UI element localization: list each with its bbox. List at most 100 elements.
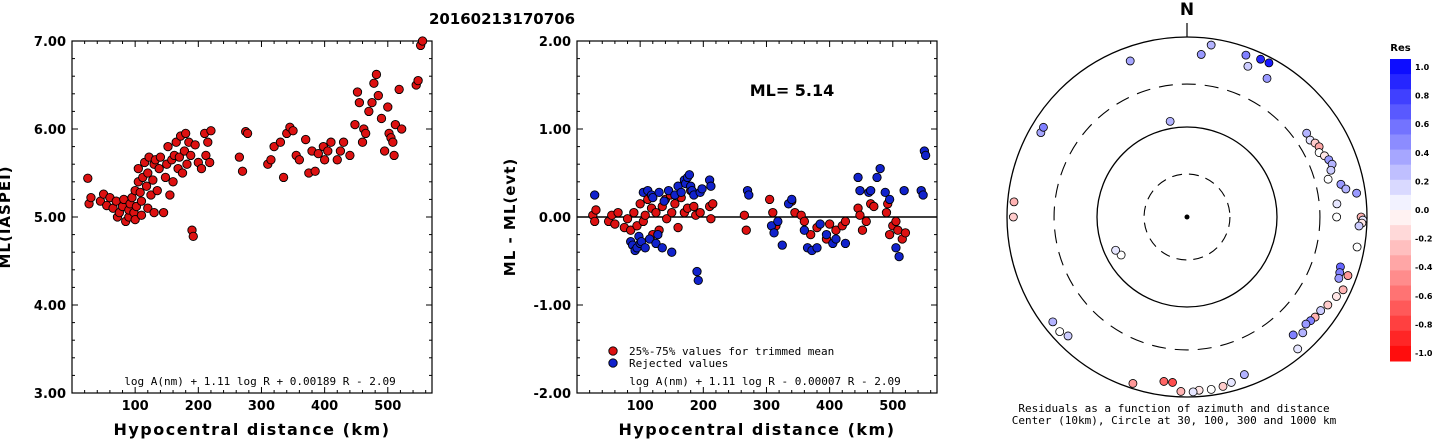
colorbar-tick-label: -0.2 xyxy=(1415,235,1433,244)
data-point xyxy=(651,238,661,249)
colorbar-tick-label: 0.6 xyxy=(1415,120,1430,129)
data-point xyxy=(590,190,600,200)
data-point xyxy=(171,137,181,147)
data-point xyxy=(651,207,661,218)
data-point xyxy=(692,266,702,277)
station-residual-point xyxy=(1264,58,1274,68)
data-point xyxy=(610,219,620,229)
colorbar-tick-label: -1.0 xyxy=(1415,349,1433,358)
data-point xyxy=(301,134,311,145)
data-point xyxy=(201,150,211,161)
station-residual-point xyxy=(1196,50,1206,59)
station-residual-point xyxy=(1341,184,1351,194)
station-residual-point xyxy=(1206,385,1216,394)
data-point xyxy=(629,207,639,218)
data-point xyxy=(155,152,166,162)
data-point xyxy=(869,201,879,212)
data-point xyxy=(177,168,188,178)
y-tick-label: 2.00 xyxy=(539,35,571,50)
data-point xyxy=(160,172,171,183)
colorbar-tick-label: -0.6 xyxy=(1415,292,1433,301)
colorbar-segment xyxy=(1390,104,1411,120)
data-point xyxy=(141,181,152,191)
data-point xyxy=(234,152,245,162)
data-point xyxy=(354,97,365,108)
colorbar-segment xyxy=(1390,345,1411,362)
data-point xyxy=(196,163,207,174)
data-point xyxy=(872,172,882,183)
data-point xyxy=(143,203,153,213)
data-point xyxy=(653,229,663,240)
data-point xyxy=(335,146,346,156)
formula-text: log A(nm) + 1.11 log R + 0.00189 R - 2.0… xyxy=(124,375,396,388)
data-point xyxy=(205,157,215,168)
colorbar-segment xyxy=(1390,330,1411,347)
data-point xyxy=(417,36,428,46)
y-tick-label: -1.00 xyxy=(534,299,571,314)
data-point xyxy=(884,229,895,240)
data-point xyxy=(918,190,928,200)
data-point xyxy=(394,84,404,95)
data-point xyxy=(397,124,407,134)
colorbar-segment xyxy=(1390,315,1411,332)
data-point xyxy=(313,148,323,159)
x-tick-label: 200 xyxy=(185,399,212,414)
north-label: N xyxy=(1180,0,1194,20)
data-point xyxy=(389,150,399,161)
colorbar-segment xyxy=(1390,255,1411,271)
data-point xyxy=(146,190,156,200)
data-point xyxy=(133,163,143,174)
data-point xyxy=(338,137,349,147)
data-point xyxy=(884,194,895,205)
data-point xyxy=(891,243,901,253)
station-residual-point xyxy=(1009,197,1019,207)
data-point xyxy=(657,243,667,253)
data-point xyxy=(136,210,147,220)
legend-label: Rejected values xyxy=(629,357,728,370)
data-point xyxy=(83,173,93,183)
data-point xyxy=(165,190,175,200)
legend-marker xyxy=(608,346,618,356)
data-point xyxy=(413,75,423,86)
station-residual-point xyxy=(1332,292,1341,301)
colorbar-segment xyxy=(1390,240,1411,256)
data-point xyxy=(179,146,190,156)
y-tick-label: 7.00 xyxy=(34,35,66,50)
data-point xyxy=(242,128,253,139)
station-residual-point xyxy=(1352,188,1362,198)
data-point xyxy=(900,228,911,238)
colorbar-tick-label: 0.0 xyxy=(1415,206,1430,215)
data-point xyxy=(769,228,779,238)
data-point xyxy=(673,222,683,233)
data-point xyxy=(181,128,191,139)
station-residual-point xyxy=(1301,319,1311,329)
y-axis-label: ML(IASPEI) xyxy=(0,165,14,268)
station-residual-point xyxy=(1332,199,1342,209)
data-point xyxy=(148,175,158,185)
colorbar-tick-label: -0.4 xyxy=(1415,263,1433,272)
data-point xyxy=(632,221,642,231)
data-point xyxy=(670,199,680,209)
data-point xyxy=(326,137,336,147)
data-point xyxy=(163,141,173,152)
data-point xyxy=(143,168,153,178)
data-point xyxy=(168,177,178,187)
data-point xyxy=(390,119,401,130)
data-point xyxy=(706,214,716,224)
colorbar-segment xyxy=(1390,210,1411,226)
data-point xyxy=(812,243,822,253)
x-tick-label: 500 xyxy=(374,399,401,414)
data-point xyxy=(269,141,279,152)
x-tick-label: 400 xyxy=(816,399,843,414)
colorbar-segment xyxy=(1390,179,1411,196)
x-tick-label: 200 xyxy=(690,399,717,414)
x-axis-label: Hypocentral distance (km) xyxy=(113,420,390,439)
data-point xyxy=(590,216,600,227)
data-point xyxy=(135,187,145,198)
data-point xyxy=(136,196,147,206)
station-residual-point xyxy=(1239,370,1249,379)
data-point xyxy=(190,140,200,150)
x-tick-label: 500 xyxy=(879,399,906,414)
data-point xyxy=(693,275,703,286)
colorbar-title: Res xyxy=(1390,43,1410,54)
